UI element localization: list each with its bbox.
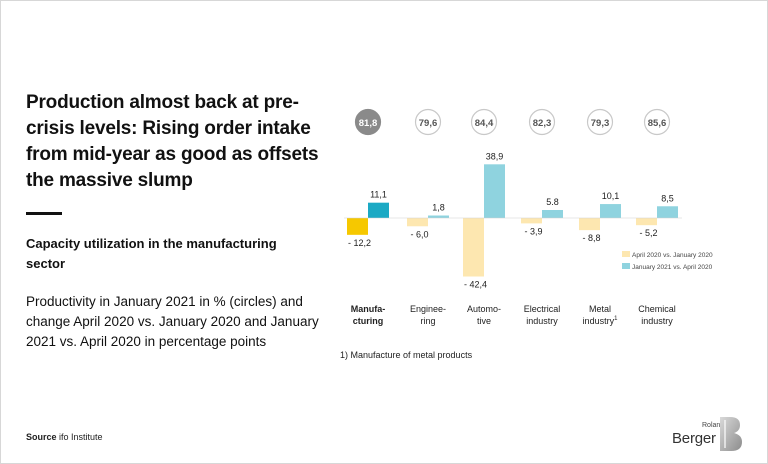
circle-marker: [586, 108, 614, 136]
circle-marker: [470, 108, 498, 136]
bar-january: [600, 204, 621, 218]
chart-description: Productivity in January 2021 in % (circl…: [26, 294, 319, 349]
bar-label-january: 5.8: [546, 197, 559, 207]
circle-label: 82,3: [533, 118, 552, 129]
bar-label-april: - 42,4: [464, 280, 487, 290]
superscript: 1: [614, 316, 618, 322]
category-label: tive: [477, 316, 491, 326]
bar-january: [657, 206, 678, 218]
legend-swatch-april: [622, 251, 630, 257]
bar-january: [368, 202, 389, 218]
bar-april: [407, 218, 428, 227]
bar-april: [521, 218, 542, 224]
headline: Production almost back at pre-crisis lev…: [26, 92, 319, 191]
bar-april: [579, 218, 600, 231]
bar-label-january: 8,5: [661, 193, 674, 203]
bar-chart: 81,8 - 12,2 11,1 Manufa-cturing 79,6 - 6,0 1,8…: [344, 108, 713, 326]
category-label: Metal: [589, 304, 611, 314]
bar-april: [347, 218, 368, 235]
logo-b-mark-icon: [720, 417, 742, 451]
source-text: ifo Institute: [59, 432, 103, 442]
bar-january: [484, 164, 505, 218]
bar-label-january: 1,8: [432, 203, 445, 213]
bar-label-april: - 12,2: [348, 238, 371, 248]
category-label: Automo-: [467, 304, 501, 314]
category-label: Enginee-: [410, 304, 446, 314]
bar-april: [636, 218, 657, 226]
bar-label-january: 11,1: [370, 190, 387, 200]
bar-label-april: - 3,9: [524, 226, 542, 236]
bar-april: [463, 218, 484, 277]
category-label: cturing: [353, 316, 384, 326]
circle-marker: [528, 108, 556, 136]
legend-swatch-january: [622, 263, 630, 269]
legend-label-april: April 2020 vs. January 2020: [632, 252, 713, 259]
title-rule: [26, 212, 62, 215]
category-label: Chemical: [638, 304, 676, 314]
bar-label-april: - 6,0: [410, 229, 428, 239]
footnote: 1) Manufacture of metal products: [340, 350, 473, 360]
bar-label-january: 38,9: [486, 151, 504, 161]
category-label: Electrical: [524, 304, 561, 314]
logo-big-text: Berger: [672, 430, 716, 447]
category-label: industry: [641, 316, 673, 326]
circle-marker: [414, 108, 442, 136]
category-label: industry1: [583, 316, 619, 326]
roland-berger-logo: Roland Berger: [668, 416, 748, 452]
category-label: ring: [420, 316, 435, 326]
bar-january: [542, 209, 563, 218]
category-label: Manufa-: [351, 304, 386, 314]
bar-january: [428, 215, 449, 218]
circle-label: 84,4: [475, 118, 494, 129]
bar-label-april: - 5,2: [639, 228, 657, 238]
circle-marker: [354, 108, 382, 136]
source-note: Source ifo Institute: [26, 432, 103, 442]
legend-label-january: January 2021 vs. April 2020: [632, 264, 713, 271]
circle-label: 79,3: [591, 118, 610, 129]
circle-label: 85,6: [648, 118, 667, 129]
chart-subtitle: Capacity utilization in the manufacturin…: [26, 236, 277, 271]
logo-small-text: Roland: [702, 422, 725, 429]
category-label: industry: [526, 316, 558, 326]
circle-label: 79,6: [419, 118, 438, 129]
circle-marker: [643, 108, 671, 136]
bar-label-january: 10,1: [602, 191, 620, 201]
circle-label: 81,8: [359, 118, 378, 129]
source-label: Source: [26, 432, 57, 442]
bar-label-april: - 8,8: [582, 233, 600, 243]
